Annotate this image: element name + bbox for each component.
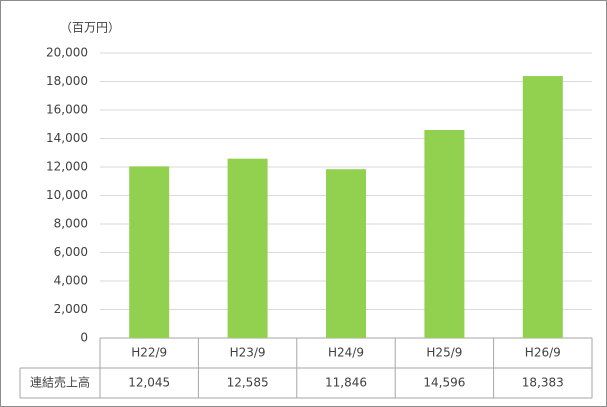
bar [424, 130, 465, 338]
x-tick-label: H26/9 [525, 346, 561, 360]
y-tick-label: 16,000 [46, 103, 88, 117]
x-tick-label: H25/9 [426, 346, 462, 360]
y-tick-label: 18,000 [46, 74, 88, 88]
y-tick-label: 6,000 [54, 245, 88, 259]
bar [227, 158, 268, 338]
y-tick-label: 4,000 [54, 274, 88, 288]
y-tick-label: 12,000 [46, 160, 88, 174]
bar [522, 76, 563, 339]
y-tick-label: 14,000 [46, 131, 88, 145]
y-tick-label: 0 [80, 331, 88, 345]
bar [129, 166, 170, 338]
bar [326, 169, 366, 338]
series-name: 連結売上高 [30, 375, 90, 390]
value-label: 14,596 [423, 376, 465, 390]
value-label: 12,585 [227, 376, 269, 390]
x-tick-label: H22/9 [131, 346, 167, 360]
y-axis-label: （百万円） [60, 21, 120, 35]
y-tick-label: 20,000 [46, 46, 88, 60]
value-label: 12,045 [128, 376, 170, 390]
value-label: 11,846 [325, 376, 367, 390]
x-tick-label: H23/9 [230, 346, 266, 360]
y-tick-label: 10,000 [46, 188, 88, 202]
x-tick-label: H24/9 [328, 346, 364, 360]
value-label: 18,383 [522, 376, 564, 390]
y-tick-label: 8,000 [54, 217, 88, 231]
y-tick-label: 2,000 [54, 302, 88, 316]
